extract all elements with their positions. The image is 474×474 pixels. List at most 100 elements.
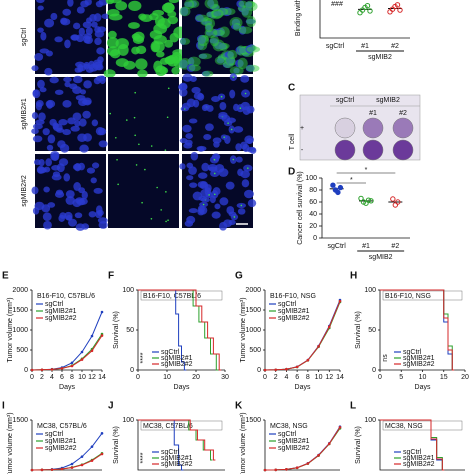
point <box>274 468 278 472</box>
stain <box>238 0 248 8</box>
point <box>80 358 84 361</box>
stain-dot <box>233 216 236 218</box>
legend-label: sgCtrl <box>278 431 297 438</box>
nucleus <box>88 63 99 72</box>
nucleus <box>189 75 197 82</box>
stain-dot <box>117 183 119 186</box>
dot <box>394 2 401 8</box>
nucleus <box>185 133 193 139</box>
legend-label: sgCtrl <box>161 449 180 456</box>
point <box>295 466 299 470</box>
nucleus <box>228 219 236 226</box>
stain <box>238 26 253 34</box>
nucleus <box>237 208 246 215</box>
legend-label: sgMIB2#1 <box>161 355 193 362</box>
stain-dot <box>220 95 223 98</box>
well <box>392 117 414 139</box>
x-tick-label: 20 <box>192 374 200 381</box>
nucleus <box>88 211 97 218</box>
nucleus <box>44 67 53 76</box>
group-label: sgMIB2 <box>369 254 393 261</box>
row-label: sgMIB2#1 <box>21 98 28 130</box>
x-tick-label: #1 <box>362 243 370 250</box>
nucleus <box>244 135 254 144</box>
nucleus <box>32 123 43 130</box>
nucleus <box>75 61 85 68</box>
nucleus <box>62 100 72 108</box>
nucleus <box>45 99 56 108</box>
stain-dot <box>230 128 233 131</box>
panel-letter: C <box>288 83 295 94</box>
point <box>70 466 74 469</box>
nucleus <box>72 75 83 84</box>
nucleus <box>92 162 100 169</box>
nucleus <box>54 89 64 95</box>
dot <box>397 7 403 13</box>
dot <box>389 6 396 12</box>
stain <box>246 15 257 28</box>
panel-letter: D <box>288 167 295 178</box>
point <box>100 334 104 337</box>
stain-dot <box>213 172 216 175</box>
nucleus <box>73 22 81 30</box>
stain <box>219 42 230 50</box>
row-label: T cell <box>289 133 296 150</box>
x-label: Days <box>415 384 431 391</box>
survival-step <box>138 289 187 371</box>
stain-dot <box>150 145 153 147</box>
point <box>90 334 94 338</box>
stain <box>128 0 142 11</box>
series-line <box>264 427 341 471</box>
stain-dot <box>240 204 243 207</box>
x-tick-label: #1 <box>361 43 369 50</box>
nucleus <box>74 67 82 73</box>
nucleus <box>76 6 85 14</box>
nucleus <box>70 125 80 132</box>
nucleus <box>65 196 75 205</box>
stain-dot <box>150 217 153 220</box>
stain <box>179 6 191 17</box>
point <box>327 325 331 329</box>
x-tick-label: sgCtrl <box>326 43 345 50</box>
stain <box>154 15 165 27</box>
y-tick-label: 60 <box>309 199 317 206</box>
nucleus <box>211 211 221 219</box>
nucleus <box>68 218 78 227</box>
x-tick-label: 12 <box>325 374 333 381</box>
y-tick-label: 1500 <box>12 417 28 424</box>
legend-label: sgCtrl <box>161 349 180 356</box>
nucleus <box>233 126 244 133</box>
point <box>274 368 278 372</box>
y-tick-label: 0 <box>130 367 134 374</box>
micrograph <box>108 154 179 228</box>
nucleus <box>42 212 52 222</box>
nucleus <box>182 124 192 133</box>
panel-letter: E <box>2 271 9 282</box>
panel-title: MC38, C57BL/6 <box>143 423 193 430</box>
nucleus <box>32 135 43 143</box>
dot <box>357 9 363 16</box>
nucleus <box>81 190 88 200</box>
nucleus <box>86 167 96 174</box>
stain <box>214 56 227 65</box>
legend-label: sgMIB2#1 <box>278 438 310 445</box>
stain-dot <box>115 136 117 139</box>
y-tick-label: 0 <box>257 367 261 374</box>
title-box <box>382 290 463 301</box>
y-tick-label: 100 <box>122 287 134 294</box>
nucleus <box>189 182 198 188</box>
nucleus <box>221 114 231 123</box>
stain-dot <box>135 164 138 166</box>
nucleus <box>246 146 256 153</box>
nucleus <box>188 208 198 214</box>
stain-dot <box>141 201 143 204</box>
nucleus <box>62 129 72 136</box>
x-tick-label: 20 <box>461 374 469 381</box>
y-tick-label: 0 <box>24 367 28 374</box>
stain <box>227 49 238 60</box>
nucleus <box>98 0 108 6</box>
y-tick-label: 1500 <box>245 307 261 314</box>
nucleus <box>225 181 235 190</box>
dot <box>330 182 336 188</box>
